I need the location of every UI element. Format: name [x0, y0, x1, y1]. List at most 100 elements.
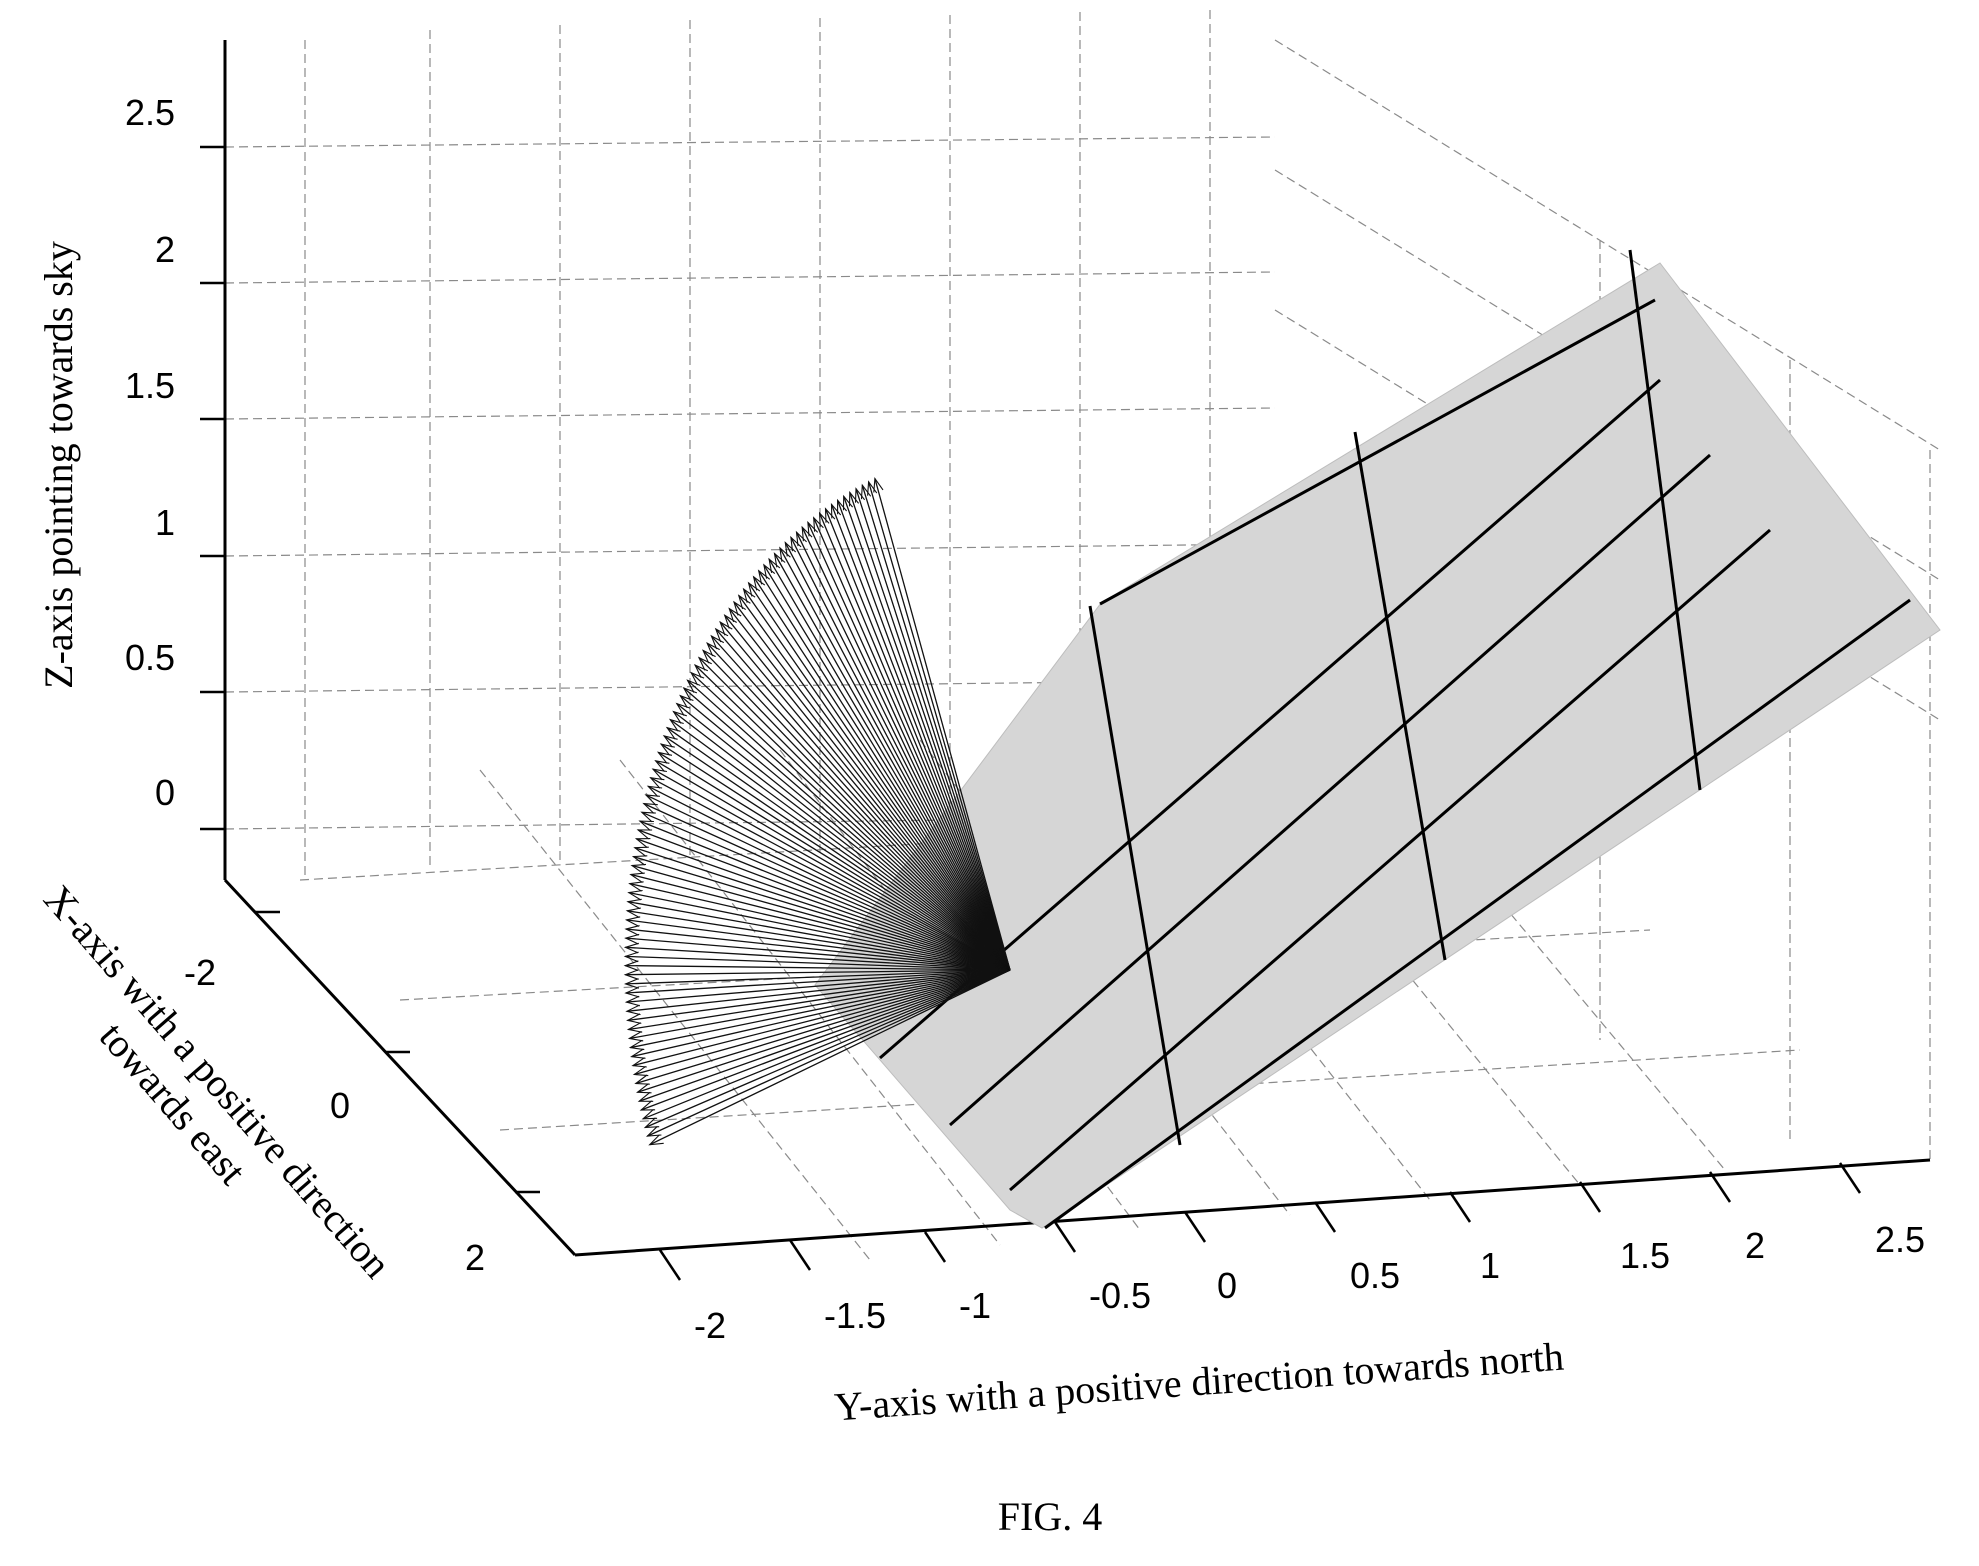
y-tick-label: -1	[959, 1285, 991, 1326]
vector-arrow	[743, 588, 1011, 971]
vector-arrow	[627, 910, 1011, 971]
vector-arrow	[633, 855, 1011, 971]
z-tick-label: 2	[155, 229, 175, 270]
vector-arrow	[631, 969, 1011, 1058]
vector-arrow-head	[624, 933, 640, 945]
panel-grid-line	[1353, 431, 1447, 961]
vector-arrow-head	[641, 1108, 658, 1120]
vector-arrow-head	[634, 1074, 650, 1085]
vector-arrow	[715, 628, 1011, 971]
vector-arrow-head	[668, 718, 684, 732]
vector-arrow-head	[626, 1022, 643, 1033]
vector-arrow-head	[656, 751, 673, 764]
vector-arrow-head	[651, 768, 667, 781]
vector-arrow	[666, 727, 1011, 971]
vector-arrow	[655, 760, 1011, 971]
z-tick-label: 0	[155, 772, 175, 813]
vector-arrow-head	[659, 743, 675, 756]
vector-arrow	[652, 768, 1011, 971]
vector-arrow	[625, 964, 1011, 971]
vector-arrow-head	[630, 1048, 646, 1059]
vector-arrow	[625, 946, 1011, 971]
y-tick-label: 0	[1217, 1265, 1237, 1306]
x-tick-label: 2	[465, 1237, 485, 1278]
vector-arrow-head	[649, 776, 665, 789]
y-ticks: -2 -1.5 -1 -0.5 0 0.5 1 1.5 2 2.5	[658, 1162, 1925, 1346]
panel-grid-line	[1099, 298, 1656, 606]
vector-arrow	[861, 485, 1011, 971]
vector-arrow	[843, 496, 1011, 971]
panel-grid-line	[949, 453, 1711, 1127]
z-tick-label: 0.5	[125, 637, 175, 678]
vector-arrow	[728, 608, 1011, 971]
y-tick-label: -0.5	[1089, 1275, 1151, 1316]
vector-arrow	[649, 969, 1011, 1146]
figure-caption: FIG. 4	[998, 1494, 1102, 1539]
vector-arrow	[638, 969, 1011, 1102]
vector-arrow	[795, 531, 1011, 971]
vector-arrow-head	[690, 671, 705, 686]
vector-arrow	[626, 919, 1011, 971]
vector-arrow	[673, 711, 1011, 971]
vector-arrow-head	[636, 829, 653, 840]
vector-arrow-head	[686, 679, 701, 693]
vector-arrow	[830, 504, 1011, 971]
vector-arrow	[632, 969, 1011, 1067]
vector-arrow	[626, 969, 1011, 1003]
vector-arrow-head	[642, 802, 658, 814]
vector-arrow-head	[625, 1004, 641, 1016]
vector-arrow	[636, 838, 1011, 971]
vector-fan	[623, 476, 1011, 1146]
vector-arrow	[790, 537, 1011, 971]
vector-arrow	[625, 928, 1011, 971]
vector-arrow	[758, 570, 1011, 971]
vector-arrow-head	[646, 785, 663, 797]
vector-arrow	[627, 969, 1011, 1022]
vector-arrow	[637, 969, 1011, 1093]
vector-arrow-head	[637, 1091, 654, 1102]
vector-arrow-head	[640, 811, 656, 823]
vector-arrow-head	[873, 476, 884, 493]
vector-arrow	[698, 657, 1011, 971]
z-tick-label: 1	[155, 502, 175, 543]
tilted-panel	[814, 249, 1941, 1230]
vector-arrow	[657, 751, 1011, 971]
y-tick-label: -1.5	[824, 1295, 886, 1336]
vector-arrow	[702, 649, 1011, 971]
vector-arrow	[690, 672, 1011, 971]
vector-arrow-head	[626, 1013, 642, 1024]
panel-grid-line	[879, 378, 1661, 1060]
vector-arrow	[650, 777, 1011, 971]
vector-arrow-head	[631, 855, 648, 866]
vector-arrow	[627, 901, 1011, 971]
vector-arrow	[784, 542, 1011, 971]
y-axis-line	[574, 1158, 1931, 1257]
vector-arrow-head	[625, 907, 642, 918]
vector-arrow-head	[644, 794, 660, 806]
vector-arrow	[801, 526, 1011, 971]
panel-grid-line	[1009, 528, 1771, 1192]
vector-arrow	[625, 955, 1011, 971]
vector-arrow-head	[639, 1100, 656, 1111]
vector-arrow-head	[635, 1083, 652, 1094]
vector-arrow-head	[633, 846, 649, 857]
y-tick-label: 1	[1480, 1245, 1500, 1286]
vector-arrow-head	[627, 1031, 644, 1042]
vector-arrow	[694, 664, 1011, 971]
vector-arrow	[630, 969, 1011, 1049]
vector-arrow	[748, 582, 1011, 971]
vector-arrow	[813, 517, 1011, 971]
vector-arrow	[626, 969, 1011, 1012]
vector-arrow	[733, 601, 1011, 971]
vector-arrow	[629, 882, 1011, 971]
vector-arrow-head	[623, 942, 639, 954]
vector-arrow-head	[631, 1057, 647, 1068]
vector-arrow	[676, 703, 1011, 971]
vector-arrow	[768, 558, 1011, 971]
vector-arrow-head	[623, 951, 639, 963]
y-tick-label: 2.5	[1875, 1219, 1925, 1260]
vector-arrow	[631, 864, 1011, 971]
vector-arrow-head	[665, 726, 681, 740]
vector-arrow	[669, 719, 1011, 971]
x-ticks: -2 0 2	[184, 910, 540, 1278]
